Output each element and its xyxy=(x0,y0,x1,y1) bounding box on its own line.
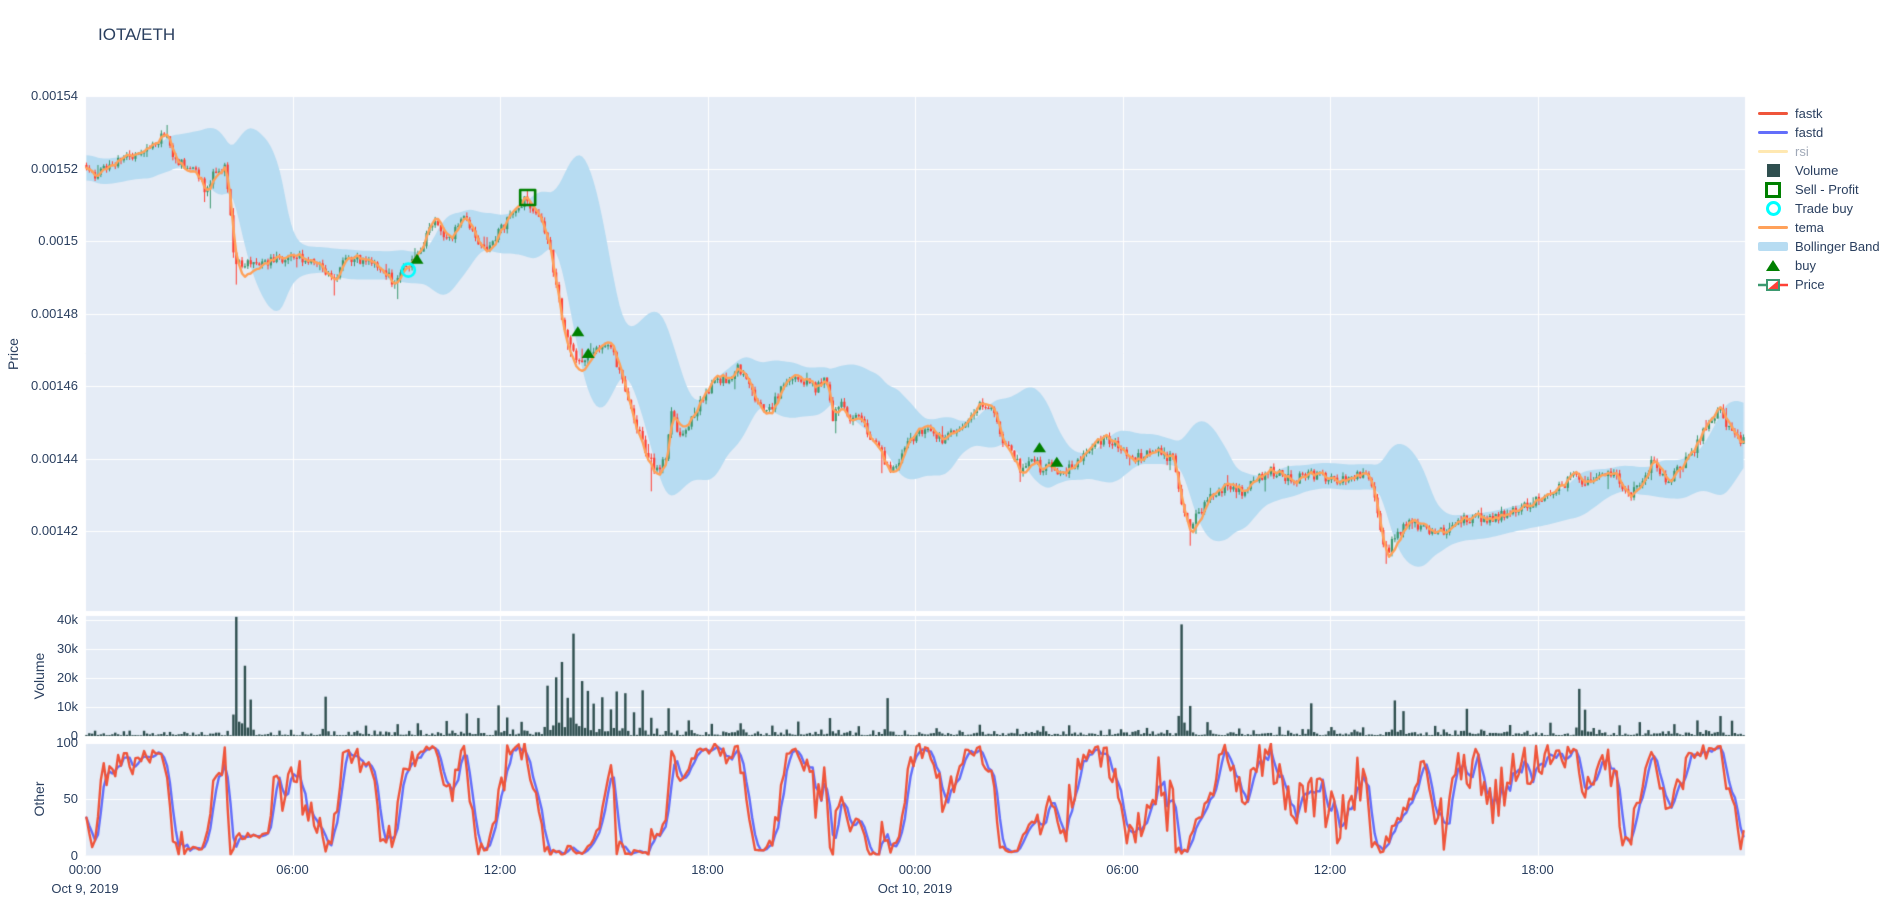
buy-swatch-glyph xyxy=(1766,260,1780,271)
volume-legend-square-icon xyxy=(1756,164,1790,177)
trade-buy-swatch-glyph xyxy=(1765,201,1781,216)
legend-item-volume[interactable]: Volume xyxy=(1756,161,1880,180)
bollinger-band-swatch-glyph xyxy=(1758,242,1788,251)
rsi-legend-line-icon xyxy=(1756,150,1790,153)
price-legend-candlestick-icon xyxy=(1756,278,1790,292)
sell-profit-swatch-glyph xyxy=(1765,181,1781,198)
sell-profit-legend-square-open-icon xyxy=(1756,181,1790,198)
fastk-swatch-glyph xyxy=(1758,112,1788,115)
legend-label-bollinger-band: Bollinger Band xyxy=(1795,239,1880,254)
legend-item-sell-profit[interactable]: Sell - Profit xyxy=(1756,180,1880,199)
fastk-legend-line-icon xyxy=(1756,112,1790,115)
buy-legend-triangle-up-icon xyxy=(1756,260,1790,271)
legend-item-tema[interactable]: tema xyxy=(1756,218,1880,237)
legend-label-volume: Volume xyxy=(1795,163,1839,178)
legend-label-fastd: fastd xyxy=(1795,125,1824,140)
legend-label-price: Price xyxy=(1795,277,1825,292)
legend-item-buy[interactable]: buy xyxy=(1756,256,1880,275)
legend-label-rsi: rsi xyxy=(1795,144,1809,159)
legend-label-fastk: fastk xyxy=(1795,106,1823,121)
legend-item-price[interactable]: Price xyxy=(1756,275,1880,294)
price-swatch-glyph xyxy=(1758,278,1788,291)
tema-swatch-glyph xyxy=(1758,226,1788,229)
legend-label-trade-buy: Trade buy xyxy=(1795,201,1854,216)
trade-buy-legend-circle-open-icon xyxy=(1756,201,1790,216)
bollinger-band-legend-band-icon xyxy=(1756,242,1790,251)
legend-item-rsi[interactable]: rsi xyxy=(1756,142,1880,161)
legend: fastk fastd rsi Volume Sell - Profit Trade bu… xyxy=(1756,104,1880,294)
legend-item-trade-buy[interactable]: Trade buy xyxy=(1756,199,1880,218)
legend-label-buy: buy xyxy=(1795,258,1816,273)
legend-label-tema: tema xyxy=(1795,220,1824,235)
fastd-swatch-glyph xyxy=(1758,131,1788,134)
tema-legend-line-icon xyxy=(1756,226,1790,229)
volume-swatch-glyph xyxy=(1766,164,1780,177)
legend-item-fastd[interactable]: fastd xyxy=(1756,123,1880,142)
legend-label-sell-profit: Sell - Profit xyxy=(1795,182,1859,197)
legend-item-fastk[interactable]: fastk xyxy=(1756,104,1880,123)
fastd-legend-line-icon xyxy=(1756,131,1790,134)
rsi-swatch-glyph xyxy=(1758,150,1788,153)
legend-item-bollinger-band[interactable]: Bollinger Band xyxy=(1756,237,1880,256)
